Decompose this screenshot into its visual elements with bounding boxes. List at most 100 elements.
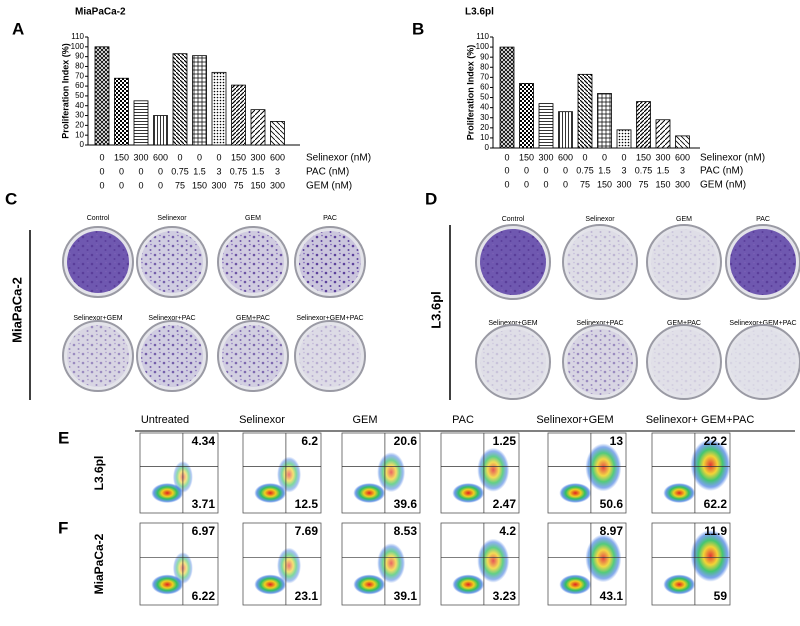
- x-table-value: 0: [216, 152, 221, 162]
- x-table-value: 0: [138, 180, 143, 190]
- bar: [231, 84, 246, 146]
- cell-population: [690, 439, 731, 491]
- upper-quadrant-percent: 8.53: [394, 524, 418, 538]
- cell-population: [277, 456, 302, 493]
- y-tick-label: 20: [480, 123, 489, 132]
- upper-quadrant-percent: 20.6: [394, 434, 418, 448]
- x-table-value: 0: [197, 152, 202, 162]
- y-tick-label: 10: [75, 130, 84, 139]
- y-tick-label: 0: [485, 143, 490, 152]
- cell-population: [377, 452, 406, 493]
- y-tick-label: 30: [480, 113, 489, 122]
- bar: [655, 119, 671, 149]
- dish-label: Control: [87, 215, 110, 222]
- x-table-value: 300: [616, 179, 631, 189]
- y-tick-label: 40: [480, 103, 489, 112]
- x-table-label: GEM (nM): [306, 181, 352, 192]
- upper-quadrant-percent: 4.34: [192, 434, 216, 448]
- cell-population: [151, 483, 184, 503]
- x-table-value: 300: [270, 180, 285, 190]
- cell-population: [452, 483, 485, 503]
- dish-label: GEM: [676, 216, 692, 223]
- x-table-value: 0: [177, 152, 182, 162]
- upper-quadrant-percent: 1.25: [493, 434, 517, 448]
- panel-label: C: [5, 189, 17, 208]
- dish-colonies: [730, 329, 796, 395]
- cell-population: [254, 483, 287, 503]
- panel-label: B: [412, 19, 424, 38]
- cell-population: [353, 483, 386, 503]
- y-tick-label: 70: [75, 71, 84, 80]
- x-table-value: 1.5: [598, 165, 611, 175]
- bar: [577, 73, 593, 149]
- x-table-label: Selinexor (nM): [306, 153, 371, 164]
- upper-quadrant-percent: 22.2: [704, 434, 728, 448]
- x-table-value: 1.5: [252, 166, 265, 176]
- x-table-value: 300: [211, 180, 226, 190]
- y-tick-label: 60: [75, 81, 84, 90]
- dish-colonies: [567, 329, 633, 395]
- x-table-value: 75: [580, 179, 590, 189]
- x-table-label: PAC (nM): [700, 166, 743, 177]
- cell-population: [663, 483, 696, 503]
- x-table-value: 300: [675, 179, 690, 189]
- dish-colonies: [67, 231, 129, 293]
- x-table-value: 0: [504, 165, 509, 175]
- x-table-value: 0.75: [635, 165, 653, 175]
- y-tick-label: 40: [75, 101, 84, 110]
- y-tick-label: 90: [75, 52, 84, 61]
- cell-line-label: MiaPaCa-2: [9, 277, 24, 343]
- x-table-value: 3: [621, 165, 626, 175]
- bar: [250, 109, 266, 146]
- x-table-value: 150: [636, 152, 651, 162]
- cell-population: [452, 574, 485, 595]
- x-table-value: 0: [99, 166, 104, 176]
- cell-population: [254, 574, 287, 595]
- dish-label: Selinexor+PAC: [576, 320, 623, 327]
- x-table-value: 0: [138, 166, 143, 176]
- y-tick-label: 50: [75, 91, 84, 100]
- x-table-value: 0: [563, 165, 568, 175]
- bar: [172, 53, 188, 146]
- x-table-value: 0: [158, 180, 163, 190]
- column-header: Selinexor+GEM: [536, 414, 613, 426]
- dish-colonies: [480, 329, 546, 395]
- upper-quadrant-percent: 11.9: [704, 524, 727, 538]
- y-tick-label: 100: [71, 42, 85, 51]
- y-tick-label: 70: [480, 72, 489, 81]
- bar: [94, 46, 110, 146]
- cell-population: [559, 574, 592, 595]
- bar: [133, 100, 149, 146]
- x-table-value: 1.5: [657, 165, 670, 175]
- y-tick-label: 0: [80, 140, 85, 149]
- cell-population: [477, 538, 510, 583]
- lower-quadrant-percent: 59: [714, 589, 728, 603]
- dish-label: PAC: [756, 216, 770, 223]
- cell-line-label: L3.6pl: [428, 291, 443, 329]
- x-table-value: 0: [158, 166, 163, 176]
- column-header: GEM: [352, 414, 377, 426]
- x-table-value: 150: [250, 180, 265, 190]
- y-tick-label: 50: [480, 93, 489, 102]
- bar: [636, 101, 651, 149]
- cell-population: [353, 574, 386, 595]
- x-table-value: 0: [524, 179, 529, 189]
- x-table-value: 600: [270, 152, 285, 162]
- lower-quadrant-percent: 39.1: [394, 589, 418, 603]
- dish-label: Selinexor: [585, 216, 615, 223]
- panel-label: A: [12, 19, 24, 38]
- y-tick-label: 100: [476, 42, 490, 51]
- x-table-label: PAC (nM): [306, 167, 349, 178]
- lower-quadrant-percent: 62.2: [704, 497, 728, 511]
- dish-label: Selinexor+GEM: [73, 315, 122, 322]
- dish-label: PAC: [323, 215, 337, 222]
- lower-quadrant-percent: 12.5: [295, 497, 319, 511]
- x-table-value: 0: [524, 165, 529, 175]
- dish-colonies: [567, 229, 633, 295]
- y-tick-label: 20: [75, 120, 84, 129]
- dish-label: GEM+PAC: [236, 315, 270, 322]
- panel-label: D: [425, 189, 437, 208]
- x-table-value: 150: [231, 152, 246, 162]
- y-tick-label: 110: [476, 32, 489, 41]
- lower-quadrant-percent: 23.1: [295, 589, 319, 603]
